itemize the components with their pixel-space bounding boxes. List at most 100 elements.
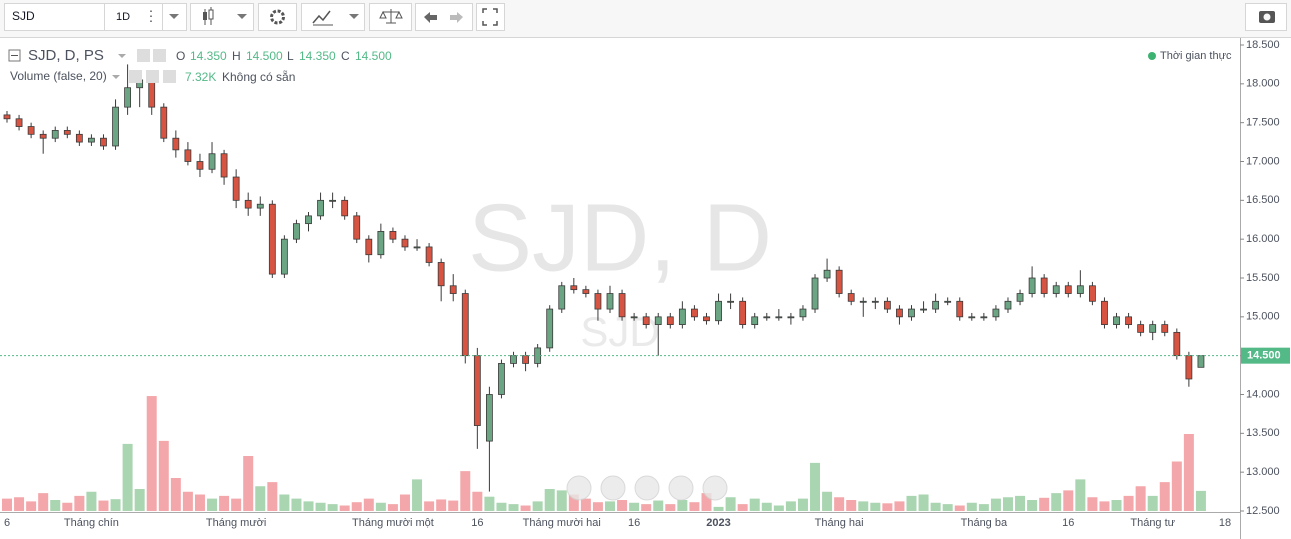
candle-body	[799, 308, 807, 318]
candle-body	[473, 355, 481, 426]
volume-bar	[785, 501, 796, 511]
legend-c: 14.500	[355, 49, 392, 63]
volume-bar	[484, 496, 495, 511]
candle-body	[413, 246, 421, 249]
y-tick-label: 14.000	[1246, 388, 1280, 400]
candle-body	[1161, 324, 1169, 333]
candle-body	[847, 293, 855, 302]
symbol-input[interactable]: SJD	[12, 9, 35, 23]
candle-body	[763, 316, 771, 319]
candle-body	[1076, 285, 1084, 294]
candle-body	[341, 199, 349, 217]
candle-body	[148, 79, 156, 108]
volume-bar	[74, 495, 85, 511]
volume-bar	[387, 504, 398, 511]
legend-volume: Volume (false, 20)	[10, 69, 107, 83]
nav-buttons[interactable]	[566, 475, 728, 501]
watermark: SJD, D	[468, 184, 772, 291]
volume-bar	[1135, 486, 1146, 511]
volume-bar	[1195, 490, 1206, 511]
candle-body	[968, 316, 976, 319]
volume-bar	[231, 498, 242, 511]
candle-body	[944, 300, 952, 303]
candle-body	[112, 106, 119, 147]
candle-body	[63, 130, 71, 135]
candle-body	[522, 355, 529, 364]
legend-volume-ma: Không có sẵn	[222, 69, 295, 84]
candle-body	[920, 308, 927, 311]
candle-body	[751, 316, 759, 326]
candle-body	[618, 293, 626, 318]
y-tick-label: 17.000	[1246, 155, 1280, 167]
volume-bar	[617, 500, 628, 511]
x-tick-label: 16	[1062, 517, 1074, 529]
x-tick-label: Tháng ba	[961, 517, 1008, 529]
volume-bar	[50, 500, 61, 511]
volume-bar	[822, 491, 833, 511]
volume-bar	[134, 489, 145, 511]
chart-style-button[interactable]	[190, 3, 254, 31]
volume-bar	[375, 502, 386, 511]
candle-body	[1173, 331, 1181, 357]
volume-bar	[749, 498, 760, 511]
candle-body	[1028, 277, 1036, 294]
candle-body	[956, 300, 964, 318]
more-icon[interactable]: ⋮	[144, 8, 158, 24]
x-tick-label: 18	[1219, 517, 1231, 529]
candle-body	[727, 300, 734, 303]
y-tick-label: 15.500	[1246, 272, 1280, 284]
candle-body	[666, 316, 674, 326]
volume-bar	[918, 494, 929, 511]
candle-body	[317, 199, 324, 217]
candle-body	[1004, 300, 1012, 310]
candle-body	[389, 230, 397, 240]
candle-body	[739, 300, 747, 325]
volume-bar	[1111, 500, 1122, 511]
candle-body	[401, 238, 409, 248]
volume-bar	[363, 498, 374, 511]
fullscreen-button[interactable]	[476, 3, 505, 31]
legend-l: 14.350	[299, 49, 336, 63]
settings-button[interactable]	[258, 3, 297, 31]
candle-body	[859, 300, 867, 303]
candle-body	[15, 118, 23, 127]
candle-body	[835, 269, 843, 294]
volume-bar	[279, 494, 290, 511]
candle-body	[1064, 285, 1072, 294]
candle-body	[1149, 324, 1157, 333]
volume-bar	[14, 497, 25, 511]
symbol-box[interactable]	[4, 3, 187, 31]
volume-bar	[122, 443, 133, 511]
volume-bar	[773, 505, 784, 511]
x-tick-label: Tháng hai	[815, 517, 864, 529]
candle-body	[498, 363, 505, 395]
volume-bar	[1002, 497, 1013, 511]
volume-bar	[580, 498, 591, 511]
volume-bar	[592, 502, 603, 511]
volume-bar	[1063, 490, 1074, 511]
volume-bar	[942, 504, 953, 511]
candle-body	[100, 137, 107, 147]
volume-bar	[641, 504, 652, 511]
interval-button[interactable]: 1D	[116, 11, 130, 23]
candle-body	[196, 161, 204, 170]
volume-bar	[605, 501, 615, 511]
y-tick-label: 13.000	[1246, 466, 1280, 478]
volume-bar	[954, 505, 965, 511]
dropdown-icon[interactable]	[169, 14, 179, 19]
volume-bar	[207, 498, 218, 511]
volume-bar	[424, 501, 435, 511]
candle-body	[184, 149, 192, 162]
volume-bar	[544, 489, 555, 511]
candle-body	[280, 238, 288, 275]
candle-body	[232, 176, 240, 201]
candle-body	[1113, 316, 1120, 326]
volume-bar	[62, 502, 73, 511]
volume-bar	[906, 495, 917, 511]
volume-bar	[315, 502, 326, 511]
volume-bar	[834, 497, 845, 511]
candle-body	[992, 308, 1000, 318]
volume-bar	[1051, 493, 1062, 511]
candle-body	[582, 289, 590, 294]
volume-bar	[1123, 495, 1134, 511]
